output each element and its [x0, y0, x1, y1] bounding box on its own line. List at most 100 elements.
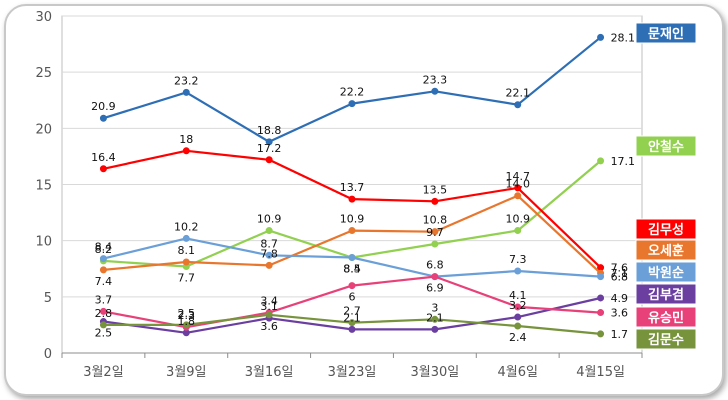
data-point	[182, 258, 190, 266]
data-point	[182, 147, 190, 155]
data-point	[431, 315, 439, 323]
data-point	[99, 321, 107, 329]
data-label: 17.2	[257, 142, 282, 155]
legend-swatch	[635, 218, 697, 240]
data-label: 6.8	[426, 259, 444, 272]
data-point	[514, 184, 522, 192]
data-label: 20.9	[91, 100, 116, 113]
data-point	[514, 303, 522, 311]
data-label: 3.1	[260, 300, 278, 313]
data-point	[514, 322, 522, 330]
data-label: 8.7	[260, 237, 278, 250]
data-point	[431, 87, 439, 95]
x-tick-label: 3월2일	[83, 365, 123, 380]
data-label: 2.3	[178, 309, 196, 322]
data-point	[182, 88, 190, 96]
data-point	[265, 227, 273, 235]
y-tick-label: 5	[44, 291, 52, 306]
data-label: 8.4	[343, 263, 361, 276]
data-label: 13.7	[340, 181, 365, 194]
data-label: 2.7	[343, 305, 361, 318]
data-label: 1.7	[611, 328, 629, 341]
data-point	[597, 33, 605, 41]
y-tick-label: 15	[35, 179, 52, 194]
data-label: 7.7	[178, 272, 196, 285]
data-label: 22.2	[340, 86, 365, 99]
data-label: 3	[431, 301, 438, 314]
data-point	[348, 100, 356, 108]
data-label: 2.1	[343, 311, 361, 324]
data-point	[265, 138, 273, 146]
x-tick-label: 3월23일	[328, 365, 377, 380]
data-label: 1.8	[178, 315, 196, 328]
legend-swatch	[635, 328, 697, 350]
data-point	[99, 165, 107, 173]
legend-label: 오세훈	[648, 243, 684, 259]
data-point	[265, 261, 273, 269]
data-point	[182, 321, 190, 329]
legend-swatch	[635, 22, 697, 44]
data-label: 9.7	[426, 226, 444, 239]
data-label: 7.4	[95, 275, 113, 288]
data-point	[514, 267, 522, 275]
data-label: 6	[349, 291, 356, 304]
data-point	[265, 311, 273, 319]
x-tick-label: 4월15일	[576, 365, 625, 380]
data-point	[99, 255, 107, 263]
data-label: 10.9	[257, 213, 282, 226]
legend-label: 김무성	[648, 223, 684, 238]
data-label: 2.5	[178, 307, 196, 320]
data-point	[431, 240, 439, 248]
data-label: 7.3	[509, 253, 527, 266]
data-point	[348, 325, 356, 333]
data-label: 10.9	[340, 213, 365, 226]
data-point	[182, 329, 190, 337]
data-label: 8.1	[178, 244, 196, 257]
data-label: 2.8	[95, 307, 113, 320]
legend-label: 문재인	[648, 26, 684, 42]
data-label: 7.8	[260, 247, 278, 260]
data-point	[431, 228, 439, 236]
data-label: 2.1	[426, 311, 444, 324]
x-tick-label: 3월30일	[410, 365, 459, 380]
x-tick-label: 4월6일	[497, 365, 537, 380]
data-label: 14.7	[505, 170, 530, 183]
data-label: 6.8	[611, 271, 629, 284]
x-tick-label: 3월16일	[245, 365, 294, 380]
legend-swatch	[635, 135, 697, 157]
data-label: 3.7	[95, 293, 113, 306]
data-point	[265, 156, 273, 164]
data-label: 8.5	[343, 263, 361, 276]
data-point	[431, 325, 439, 333]
data-label: 10.8	[423, 214, 448, 227]
legend-swatch	[635, 239, 697, 261]
data-point	[514, 192, 522, 200]
legend-swatch	[635, 261, 697, 283]
data-point	[348, 227, 356, 235]
legend-label: 안철수	[648, 139, 684, 155]
data-label: 10.2	[174, 220, 199, 233]
data-point	[597, 294, 605, 302]
data-label: 16.4	[91, 151, 116, 164]
data-point	[597, 330, 605, 338]
data-point	[431, 273, 439, 281]
data-point	[182, 234, 190, 242]
data-point	[348, 195, 356, 203]
data-label: 3.4	[260, 295, 278, 308]
data-point	[348, 254, 356, 262]
data-point	[99, 114, 107, 122]
legend-label: 김부겸	[648, 288, 684, 303]
data-point	[99, 307, 107, 315]
data-label: 23.2	[174, 74, 199, 87]
data-point	[265, 251, 273, 259]
data-point	[348, 282, 356, 290]
data-label: 8.2	[95, 243, 113, 256]
data-point	[348, 319, 356, 327]
data-label: 8.4	[95, 241, 113, 254]
data-point	[431, 197, 439, 205]
data-label: 18.8	[257, 124, 282, 137]
data-label: 3.6	[260, 320, 278, 333]
data-point	[597, 157, 605, 165]
data-point	[597, 309, 605, 317]
